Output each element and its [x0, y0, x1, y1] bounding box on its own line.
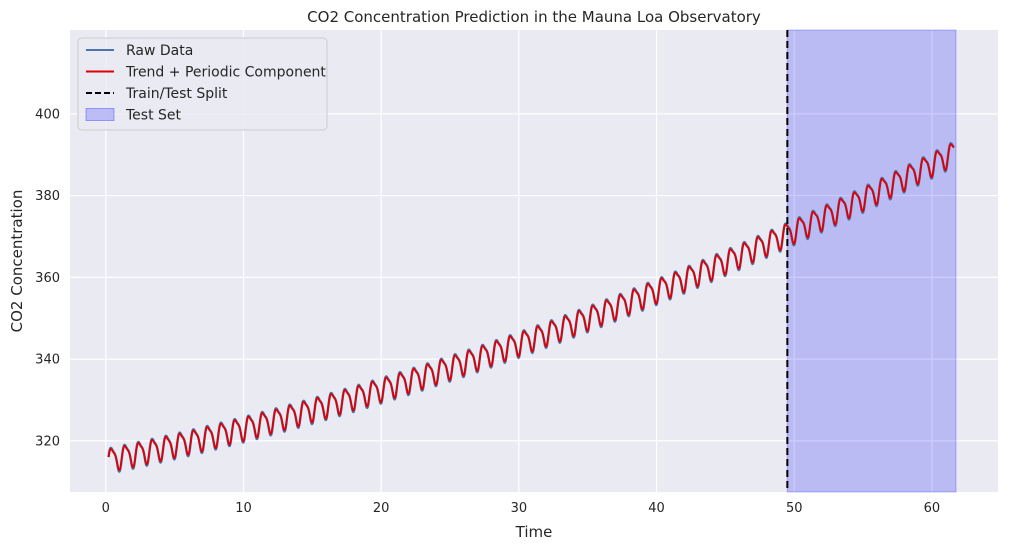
legend-swatch-test-set — [85, 108, 115, 121]
x-tick-label: 50 — [786, 501, 803, 516]
legend-label: Test Set — [125, 108, 182, 124]
x-tick-label: 0 — [102, 501, 110, 516]
x-axis-label: Time — [515, 523, 553, 541]
x-tick-label: 40 — [648, 501, 665, 516]
test-set-region — [786, 29, 957, 493]
x-ticks: 0 10 20 30 40 50 60 — [102, 501, 941, 516]
y-ticks: 320 340 360 380 400 — [35, 107, 60, 449]
legend-label: Train/Test Split — [125, 86, 228, 102]
x-tick-label: 10 — [235, 501, 252, 516]
legend: Raw Data Trend + Periodic Component Train/… — [77, 37, 328, 131]
trend-periodic-line — [107, 143, 955, 472]
y-tick-label: 320 — [35, 434, 60, 449]
y-tick-label: 340 — [35, 353, 60, 368]
y-tick-label: 380 — [35, 189, 60, 204]
legend-box — [77, 37, 328, 131]
chart-title: CO2 Concentration Prediction in the Maun… — [307, 8, 761, 26]
test-set-fill — [786, 29, 957, 493]
grid — [70, 30, 998, 492]
legend-label: Raw Data — [126, 43, 193, 59]
x-tick-label: 20 — [373, 501, 390, 516]
y-tick-label: 360 — [35, 271, 60, 286]
y-tick-label: 400 — [35, 107, 60, 122]
x-tick-label: 30 — [511, 501, 528, 516]
series-lines — [107, 142, 955, 473]
x-tick-label: 60 — [924, 501, 941, 516]
legend-label: Trend + Periodic Component — [125, 65, 326, 81]
y-axis-label: CO2 Concentration — [8, 190, 26, 333]
